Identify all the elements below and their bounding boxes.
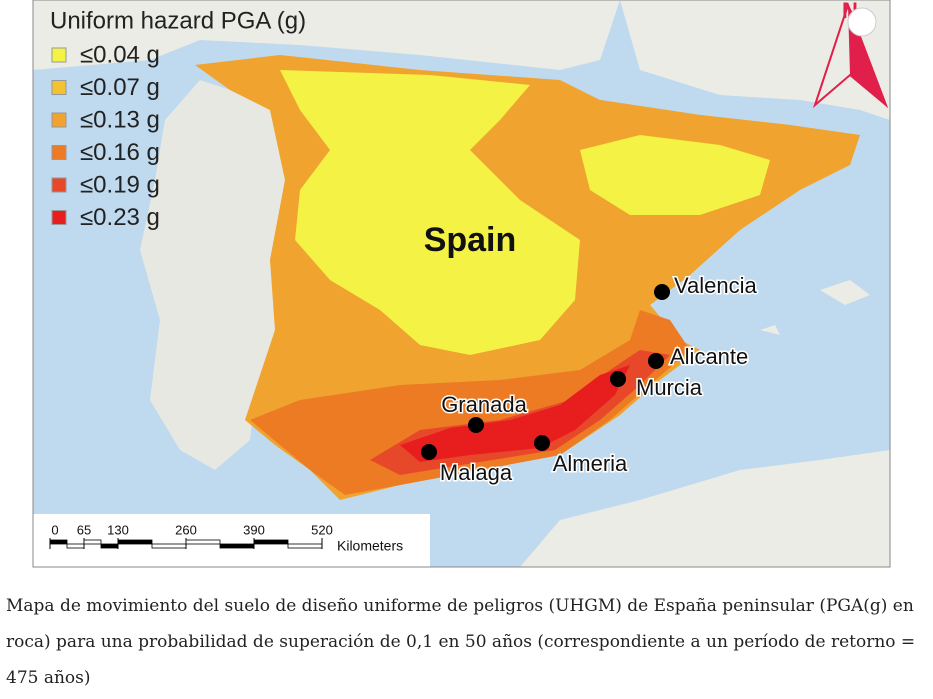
scale-segment xyxy=(49,539,68,545)
scale-tick-label: 520 xyxy=(311,522,333,537)
legend-swatch xyxy=(51,47,67,63)
scale-segment xyxy=(83,539,102,545)
city-dot xyxy=(648,353,664,369)
legend: ≤0.04 g ≤0.07 g ≤0.13 g ≤0.16 g ≤0.19 g ≤0.23… xyxy=(51,41,160,231)
legend-label: ≤0.16 g xyxy=(80,139,160,166)
map-frame xyxy=(32,0,891,568)
balearic-islands xyxy=(760,280,870,335)
map: Uniform hazard PGA (g) ≤0.04 g≤0.07 g≤0.… xyxy=(32,0,891,568)
portugal-land xyxy=(140,80,285,470)
city-dot xyxy=(654,284,670,300)
city-label: Almeria xyxy=(553,451,628,476)
scale-segment xyxy=(185,539,221,545)
france-land xyxy=(33,0,620,70)
legend-swatch xyxy=(51,80,67,95)
zoom-button[interactable] xyxy=(847,7,877,37)
scale-bar: 0 65 130 260 390 520 Kilometers xyxy=(49,522,403,554)
hazard-zone xyxy=(250,310,690,495)
scale-segment xyxy=(151,543,187,549)
cities: Valencia Alicante Murcia Granada Malaga Almer… xyxy=(421,271,759,486)
scale-segment xyxy=(287,543,323,549)
city-label: Valencia xyxy=(674,273,758,298)
city-dot xyxy=(468,417,484,433)
scale-segment xyxy=(100,543,119,549)
city-label: Granada xyxy=(441,392,527,417)
city-label: Malaga xyxy=(440,460,513,485)
france-east-land xyxy=(620,0,890,120)
legend-swatch xyxy=(51,210,67,225)
city-dot xyxy=(421,444,437,460)
city-dot xyxy=(534,435,550,451)
africa-land xyxy=(520,450,890,567)
legend-title: Uniform hazard PGA (g) xyxy=(50,7,306,34)
scale-tick-label: 130 xyxy=(107,522,129,537)
country-label: Spain xyxy=(424,221,517,259)
scale-tick-label: 65 xyxy=(77,522,91,537)
hazard-zone xyxy=(580,135,770,215)
legend-swatch xyxy=(51,177,67,193)
scale-tick-label: 0 xyxy=(51,522,58,537)
hazard-zone xyxy=(400,365,630,462)
scale-unit: Kilometers xyxy=(337,538,403,554)
city-label: Murcia xyxy=(636,375,703,400)
city-dot xyxy=(610,371,626,387)
legend-label: ≤0.19 g xyxy=(80,171,160,198)
legend-label: ≤0.13 g xyxy=(80,106,160,133)
scale-segment xyxy=(253,539,289,545)
legend-label: ≤0.23 g xyxy=(80,204,160,231)
scale-tick-label: 390 xyxy=(243,522,265,537)
legend-label: ≤0.07 g xyxy=(80,74,160,101)
legend-swatch xyxy=(51,112,67,128)
legend-label: ≤0.04 g xyxy=(80,41,160,68)
hazard-zone xyxy=(280,70,580,355)
scale-segment xyxy=(219,543,255,549)
scale-segment xyxy=(66,543,85,549)
legend-swatch xyxy=(51,145,67,160)
caption: Mapa de movimiento del suelo de diseño u… xyxy=(6,596,916,688)
city-label: Alicante xyxy=(670,344,748,369)
scale-tick-label: 260 xyxy=(175,522,197,537)
scale-segment xyxy=(117,539,153,545)
